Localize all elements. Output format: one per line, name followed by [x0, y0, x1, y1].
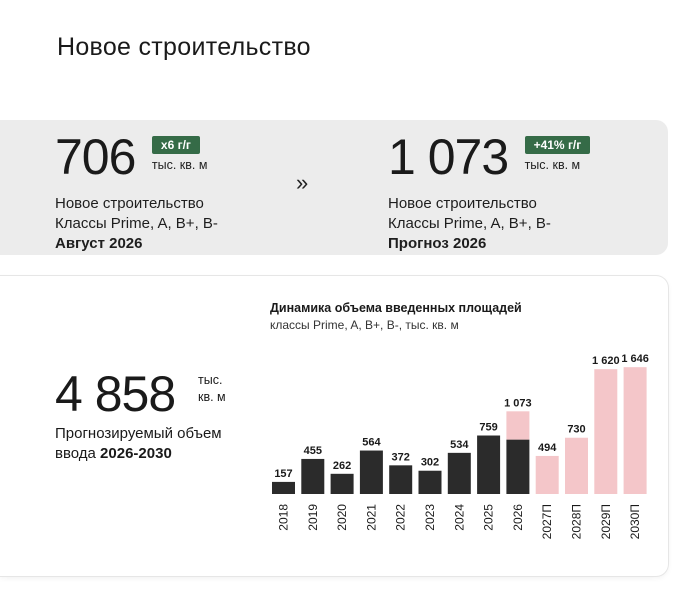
x-tick-label-2025: 2025: [482, 504, 496, 531]
kpi-current-period: Август 2026: [55, 235, 143, 252]
forecast-period: 2026-2030: [100, 445, 172, 462]
x-tick-label-2021: 2021: [364, 504, 378, 531]
data-label-2019: 455: [304, 445, 322, 457]
data-label-2020: 262: [333, 460, 351, 472]
chart-card: 4 858 тыс. кв. м Прогнозируемый объем вв…: [0, 276, 668, 576]
bar-forecast-2026: [506, 411, 530, 440]
bar-actual-2019: [301, 458, 325, 494]
forecast-total-value: 4 858: [55, 366, 176, 422]
x-tick-label-2030П: 2030П: [628, 504, 642, 539]
bar-actual-2018: [272, 481, 295, 494]
data-label-2030П: 1 646: [621, 353, 649, 365]
kpi-forecast: 1 073 +41% г/г тыс. кв. м Новое строител…: [388, 129, 591, 254]
forecast-desc-line2: ввода 2026-2030: [55, 445, 172, 462]
bar-actual-2026: [506, 439, 530, 494]
bar-actual-2023: [418, 470, 442, 494]
kpi-current-meta: x6 г/г тыс. кв. м: [151, 136, 208, 172]
x-tick-label-2018: 2018: [277, 504, 291, 531]
x-tick-label-2026: 2026: [511, 504, 525, 531]
bar-actual-2025: [477, 435, 501, 494]
data-label-2018: 157: [274, 468, 292, 480]
bar-actual-2021: [359, 450, 383, 494]
kpi-forecast-description: Новое строительство Классы Prime, A, B+,…: [388, 194, 590, 254]
x-tick-label-2023: 2023: [423, 504, 437, 531]
forecast-unit-line1: тыс.: [198, 373, 223, 387]
double-chevron-icon: »: [296, 170, 309, 195]
data-label-2027П: 494: [538, 442, 557, 454]
kpi-forecast-line1: Новое строительство: [388, 195, 537, 212]
bar-forecast-2028П: [565, 437, 588, 494]
forecast-total-description: Прогнозируемый объем ввода 2026-2030: [55, 424, 222, 464]
bar-chart: 157 2018 455 2019 262 2020 564 2021 372 2022 302 20…: [272, 353, 649, 539]
kpi-forecast-period: Прогноз 2026: [388, 235, 487, 252]
x-tick-label-2029П: 2029П: [599, 504, 613, 539]
bar-forecast-2030П: [623, 367, 647, 494]
kpi-current-line2: Классы Prime, A, B+, B-: [55, 215, 218, 232]
page-title: Новое строительство: [57, 33, 311, 61]
kpi-current: 706 x6 г/г тыс. кв. м Новое строительств…: [55, 132, 218, 254]
x-tick-label-2019: 2019: [306, 504, 320, 531]
kpi-forecast-unit: тыс. кв. м: [524, 158, 581, 172]
data-label-2023: 302: [421, 457, 439, 469]
forecast-unit-line2: кв. м: [198, 390, 226, 404]
kpi-current-value: 706: [55, 129, 136, 185]
bar-actual-2024: [447, 452, 471, 494]
kpi-current-badge: x6 г/г: [151, 136, 200, 154]
data-label-2025: 759: [479, 422, 497, 434]
kpi-forecast-line2: Классы Prime, A, B+, B-: [388, 215, 551, 232]
chart-subtitle: классы Prime, A, B+, B-, тыс. кв. м: [270, 318, 459, 332]
x-tick-label-2022: 2022: [394, 504, 408, 531]
kpi-current-line1: Новое строительство: [55, 195, 204, 212]
kpi-current-description: Новое строительство Классы Prime, A, B+,…: [55, 194, 218, 254]
data-label-2024: 534: [450, 439, 469, 451]
x-tick-label-2028П: 2028П: [570, 504, 584, 539]
bar-actual-2020: [330, 473, 354, 494]
kpi-forecast-badge: +41% г/г: [524, 136, 591, 154]
bar-forecast-2029П: [594, 369, 618, 494]
forecast-total-unit: тыс. кв. м: [198, 372, 226, 406]
chart-title: Динамика объема введенных площадей: [270, 301, 522, 315]
forecast-desc-line1: Прогнозируемый объем: [55, 425, 222, 442]
bar-actual-2022: [389, 465, 413, 494]
data-label-2029П: 1 620: [592, 355, 620, 367]
kpi-panel: 706 x6 г/г тыс. кв. м Новое строительств…: [0, 120, 668, 255]
bar-forecast-2027П: [535, 455, 559, 494]
data-label-2026: 1 073: [504, 397, 532, 409]
x-tick-label-2020: 2020: [335, 504, 349, 531]
x-tick-label-2024: 2024: [452, 504, 466, 531]
kpi-current-unit: тыс. кв. м: [151, 158, 208, 172]
data-label-2028П: 730: [567, 424, 585, 436]
data-label-2022: 372: [392, 451, 410, 463]
kpi-forecast-meta: +41% г/г тыс. кв. м: [524, 136, 591, 172]
kpi-forecast-value: 1 073: [388, 129, 509, 185]
data-label-2021: 564: [362, 437, 381, 449]
x-tick-label-2027П: 2027П: [540, 504, 554, 539]
